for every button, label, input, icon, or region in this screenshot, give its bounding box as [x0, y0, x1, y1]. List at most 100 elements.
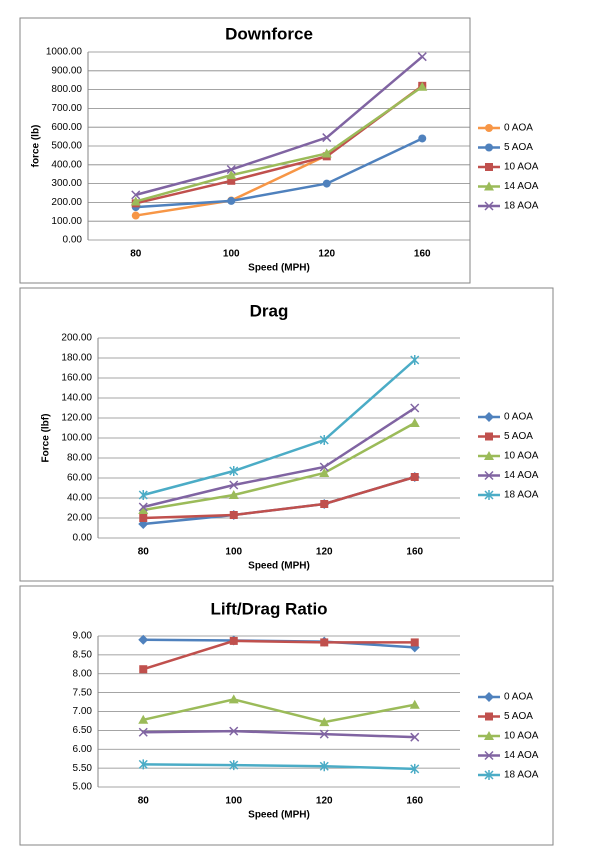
series-line: [142, 406, 416, 509]
y-tick-label: 100.00: [61, 433, 92, 444]
y-tick-label: 900.00: [51, 65, 82, 76]
series-line: [142, 359, 416, 497]
series-line: [135, 137, 423, 209]
marker: [322, 133, 332, 143]
y-tick-label: 60.00: [67, 473, 92, 484]
legend-label: 18 AOA: [504, 201, 539, 212]
chart-frame: [19, 585, 554, 846]
legend-label: 14 AOA: [504, 750, 539, 761]
legend-label: 0 AOA: [504, 692, 533, 703]
marker: [410, 355, 420, 365]
legend-label: 5 AOA: [504, 142, 533, 153]
y-tick-label: 5.50: [73, 763, 93, 774]
marker: [319, 761, 329, 772]
y-tick-label: 6.50: [73, 725, 93, 736]
legend-label: 10 AOA: [504, 162, 539, 173]
legend-label: 5 AOA: [504, 711, 533, 722]
y-tick-label: 40.00: [67, 493, 92, 504]
x-tick-label: 80: [138, 796, 150, 807]
series-line: [142, 639, 415, 671]
marker: [226, 164, 236, 175]
legend-label: 14 AOA: [504, 181, 539, 192]
marker: [410, 732, 420, 742]
y-tick-label: 600.00: [51, 122, 82, 133]
y-tick-label: 5.00: [73, 782, 93, 793]
marker: [322, 179, 331, 188]
series-line: [135, 55, 424, 197]
series-line: [135, 85, 423, 203]
marker: [138, 727, 148, 737]
y-tick-label: 9.00: [73, 631, 93, 642]
legend-marker: [484, 692, 494, 702]
chart: Lift/Drag Ratio 5.00 5.50 6.00 6.50 7.00 7.50 8…: [19, 585, 554, 846]
marker: [229, 511, 238, 519]
x-tick-label: 160: [406, 796, 423, 807]
marker: [410, 638, 419, 647]
marker: [319, 468, 330, 477]
marker: [418, 134, 427, 143]
legend-label: 10 AOA: [504, 451, 539, 462]
x-axis-title: Speed (MPH): [248, 263, 310, 274]
marker: [139, 665, 148, 674]
chart-frame: [19, 287, 554, 582]
x-tick-label: 80: [138, 547, 150, 558]
marker: [138, 714, 149, 724]
marker: [226, 170, 237, 180]
y-tick-label: 500.00: [51, 141, 82, 152]
legend-label: 14 AOA: [504, 470, 539, 481]
marker: [320, 638, 329, 647]
marker: [228, 694, 239, 704]
marker: [139, 514, 148, 522]
marker: [319, 462, 329, 472]
y-tick-label: 1000.00: [46, 47, 83, 58]
legend-label: 0 AOA: [504, 412, 533, 423]
legend-label: 5 AOA: [504, 431, 533, 442]
marker: [320, 500, 329, 508]
y-tick-label: 200.00: [61, 333, 92, 344]
x-tick-label: 160: [414, 249, 431, 260]
legend-marker: [484, 490, 494, 500]
marker: [319, 717, 330, 727]
legend-marker: [484, 731, 494, 740]
series-line: [143, 421, 416, 512]
x-tick-label: 120: [316, 547, 333, 558]
y-axis-title: force (lb): [31, 125, 42, 168]
marker: [131, 190, 141, 200]
series-line: [142, 698, 415, 724]
legend-marker: [485, 124, 493, 132]
chart-title: Drag: [250, 301, 289, 320]
x-tick-label: 100: [225, 796, 242, 807]
legend-marker: [485, 163, 493, 171]
legend-label: 18 AOA: [504, 770, 539, 781]
y-tick-label: 6.00: [73, 744, 93, 755]
x-tick-label: 160: [406, 547, 423, 558]
y-tick-label: 0.00: [63, 235, 83, 246]
marker: [138, 502, 148, 512]
legend-marker: [485, 432, 493, 441]
chart-title: Lift/Drag Ratio: [210, 599, 327, 618]
y-tick-label: 700.00: [51, 103, 82, 114]
y-tick-label: 100.00: [51, 216, 82, 227]
y-tick-label: 7.50: [73, 687, 93, 698]
y-tick-label: 20.00: [67, 513, 92, 524]
marker: [321, 148, 332, 158]
legend-label: 10 AOA: [504, 731, 539, 742]
marker: [410, 403, 420, 413]
y-tick-label: 80.00: [67, 453, 92, 464]
y-tick-label: 0.00: [73, 533, 93, 544]
legend-marker: [484, 201, 494, 211]
x-tick-label: 120: [316, 796, 333, 807]
series-line: [143, 475, 416, 520]
marker: [409, 699, 420, 709]
marker: [410, 473, 419, 481]
marker: [130, 196, 141, 206]
legend-label: 18 AOA: [504, 490, 539, 501]
legend-marker: [484, 451, 494, 460]
legend-marker: [484, 412, 494, 422]
y-tick-label: 160.00: [61, 373, 92, 384]
y-tick-label: 300.00: [51, 178, 82, 189]
x-tick-label: 100: [223, 249, 240, 260]
legend-label: 0 AOA: [504, 123, 533, 134]
